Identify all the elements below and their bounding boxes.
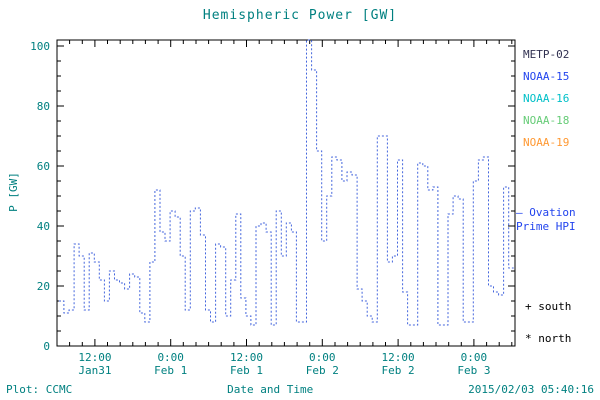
- satellite-legend: METP-02 NOAA-15 NOAA-16 NOAA-18 NOAA-19: [523, 44, 569, 154]
- x-axis-label: Date and Time: [227, 383, 314, 396]
- legend-item-noaa16: NOAA-16: [523, 92, 570, 105]
- chart-title: Hemispheric Power [GW]: [202, 8, 398, 23]
- y-tick-label: 20: [37, 280, 50, 293]
- y-tick-label: 60: [37, 160, 50, 173]
- x-tick-date-label: Feb 3: [457, 364, 490, 377]
- x-tick-time-label: 0:00: [309, 351, 336, 364]
- y-tick-label: 80: [37, 100, 50, 113]
- north-marker-label: * north: [525, 332, 572, 345]
- x-tick-date-label: Feb 2: [382, 364, 415, 377]
- footer-bar: Plot: CCMC Date and Time 2015/02/03 05:4…: [0, 383, 600, 396]
- x-tick-time-label: 0:00: [157, 351, 184, 364]
- legend-item-noaa19: NOAA-19: [523, 136, 570, 149]
- plot-timestamp: 2015/02/03 05:40:16: [468, 383, 594, 396]
- x-tick-time-label: 12:00: [230, 351, 263, 364]
- south-marker-label: + south: [525, 300, 572, 313]
- y-tick-label: 100: [30, 40, 50, 53]
- ovation-label-line2: Prime HPI: [516, 220, 576, 233]
- y-tick-label: 40: [37, 220, 50, 233]
- plot-frame: [56, 39, 516, 347]
- ovation-label-line1: — Ovation: [516, 206, 576, 219]
- x-tick-time-label: 12:00: [78, 351, 111, 364]
- x-tick-date-label: Jan31: [78, 364, 111, 377]
- ovation-prime-hpi-label: — Ovation Prime HPI: [516, 206, 600, 234]
- x-tick-time-label: 12:00: [382, 351, 415, 364]
- y-tick-label: 0: [43, 340, 50, 353]
- legend-item-noaa15: NOAA-15: [523, 70, 570, 83]
- x-tick-date-label: Feb 1: [230, 364, 263, 377]
- x-tick-time-label: 0:00: [461, 351, 488, 364]
- legend-item-noaa18: NOAA-18: [523, 114, 570, 127]
- legend-item-metp02: METP-02: [523, 48, 570, 61]
- plot-credit: Plot: CCMC: [6, 383, 73, 396]
- x-tick-date-label: Feb 2: [306, 364, 339, 377]
- hpi-series-line: [58, 39, 514, 326]
- x-tick-date-label: Feb 1: [154, 364, 187, 377]
